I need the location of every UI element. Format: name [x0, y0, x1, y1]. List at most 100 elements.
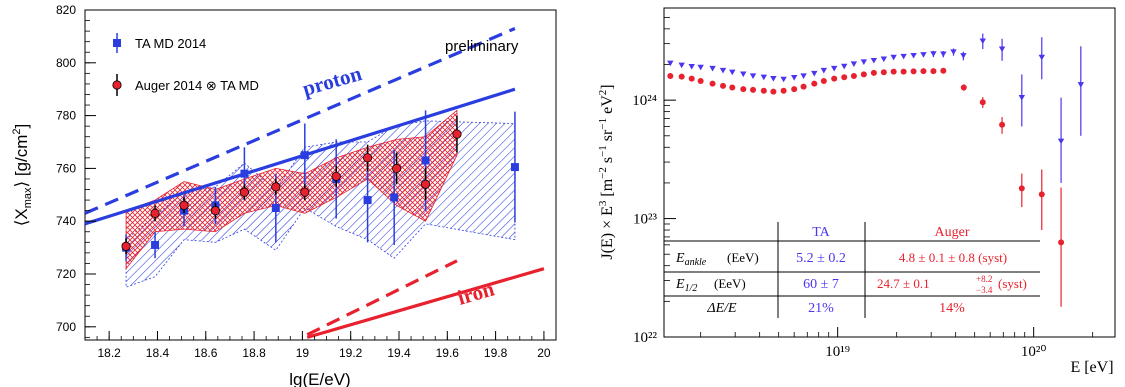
table-cell-ta: 60 ± 7 [803, 277, 839, 292]
y-tick-label: 10²⁴ [632, 93, 657, 109]
y-tick-label: 800 [56, 56, 76, 70]
left-axis-ticks: 18.2 18.4 18.6 18.8 19 19.2 19.4 19.6 19.8 20 700 7… [56, 3, 551, 360]
ta-flux-point [760, 74, 768, 81]
auger-flux-point [740, 86, 747, 93]
legend-label-ta: TA MD 2014 [135, 36, 206, 51]
ta-data-point [363, 157, 372, 243]
ta-flux-point [770, 76, 777, 82]
auger-flux-point [667, 72, 674, 79]
iron-dashed-line [306, 259, 458, 337]
auger-flux-point [850, 72, 857, 79]
ta-flux-point [780, 76, 787, 83]
table-cell-auger: 24.7 ± 0.1 [877, 276, 930, 291]
table-cell-auger-tail: (syst) [998, 276, 1027, 291]
y-tick-label: 700 [56, 320, 76, 334]
ta-flux-point [841, 63, 848, 70]
auger-flux-point [750, 86, 757, 93]
table-cell-auger-sub: −3.4 [976, 285, 993, 295]
legend-marker-ta [113, 33, 121, 53]
ta-flux-point [880, 56, 888, 63]
auger-flux-point [890, 68, 897, 75]
auger-flux-point [688, 75, 695, 82]
x-tick-label: 10²⁰ [1021, 344, 1047, 360]
right-y-axis-title: J(E) × E3 [m−2 s−1 sr−1 eV2] [597, 84, 616, 259]
ta-flux-point [910, 52, 917, 59]
legend-marker-auger [112, 74, 122, 96]
auger-flux-point [930, 68, 937, 75]
proton-dashed-line [85, 27, 516, 215]
y-tick-label: 780 [56, 109, 76, 123]
ta-flux-point [749, 73, 757, 79]
auger-flux-point [831, 75, 838, 82]
auger-flux-point [880, 69, 887, 76]
auger-data-point [150, 205, 160, 222]
table-header-ta: TA [812, 225, 830, 240]
auger-flux-point [860, 71, 867, 78]
table-row-unit: (EeV) [714, 276, 746, 291]
legend-label-auger: Auger 2014 ⊗ TA MD [135, 78, 259, 93]
ta-flux-point [790, 75, 798, 81]
auger-data-point [420, 168, 431, 201]
flux-chart: 10¹⁹ 10²⁰ 10²² 10²³ 10²⁴ TA Auger Eankle (Ee… [597, 7, 1116, 376]
auger-flux-point [1038, 169, 1045, 231]
auger-flux-point [841, 74, 848, 81]
proton-solid-line [85, 87, 516, 226]
auger-data-point [452, 115, 462, 153]
ta-flux-point [1057, 97, 1065, 183]
right-y-axis-title-text: J(E) × E3 [m−2 s−1 sr−1 eV2] [597, 84, 616, 259]
x-tick-label: 19.4 [387, 346, 411, 360]
left-model-lines [85, 27, 545, 339]
auger-data-point [300, 184, 310, 201]
auger-flux-point [910, 68, 917, 75]
table-cell-ta: 21% [808, 301, 834, 316]
ta-flux-point [800, 73, 807, 79]
auger-data-point [210, 202, 221, 219]
table-cell-auger: 4.8 ± 0.1 ± 0.8 (syst) [899, 250, 1007, 265]
ta-flux-point [811, 70, 818, 77]
preliminary-label: preliminary [445, 38, 519, 55]
y-tick-label: 720 [56, 267, 76, 281]
x-tick-label: 19.2 [339, 346, 363, 360]
x-tick-label: 18.8 [242, 346, 266, 360]
ta-flux-point [740, 71, 747, 78]
ankle-table: TA Auger Eankle (EeV) 5.2 ± 0.2 4.8 ± 0.… [664, 222, 1040, 318]
auger-flux-point [960, 84, 967, 91]
xmax-chart: 18.2 18.4 18.6 18.8 19 19.2 19.4 19.6 19.8 20 700 7… [11, 3, 557, 387]
table-cell-auger: 14% [939, 301, 965, 316]
ta-flux-point [697, 64, 704, 71]
left-y-axis-title-text: ⟨Xmax⟩ [g/cm2] [11, 124, 34, 227]
x-tick-label: 18.2 [97, 346, 121, 360]
ta-flux-point [678, 62, 685, 69]
auger-flux-point [820, 78, 827, 85]
ta-flux-point [820, 67, 828, 74]
ta-flux-point [830, 65, 838, 72]
auger-flux-point [729, 84, 736, 91]
ta-flux-point [688, 64, 695, 70]
ta-flux-point [960, 51, 967, 61]
ta-flux-point [719, 67, 727, 74]
y-tick-label: 740 [56, 214, 76, 228]
x-tick-label: 19 [296, 346, 310, 360]
left-x-axis-title: lg(E/eV) [289, 370, 350, 387]
auger-flux-point [720, 82, 727, 89]
x-tick-label: 10¹⁹ [825, 344, 850, 360]
x-tick-label: 18.6 [194, 346, 218, 360]
auger-flux-point [709, 80, 716, 87]
ta-flux-point [667, 60, 674, 67]
auger-data-point [331, 165, 341, 187]
auger-flux-point [979, 97, 986, 108]
ta-flux-point [920, 52, 927, 58]
ta-flux-point [729, 69, 736, 76]
left-data-points [121, 110, 519, 261]
x-tick-label: 18.4 [146, 346, 170, 360]
auger-flux-point [870, 69, 877, 76]
auger-flux-point [780, 87, 787, 94]
auger-data-point [391, 152, 402, 185]
iron-label: iron [455, 276, 497, 309]
y-tick-label: 760 [56, 161, 76, 175]
left-legend: TA MD 2014 Auger 2014 ⊗ TA MD [112, 33, 259, 96]
right-axis-ticks: 10¹⁹ 10²⁰ 10²² 10²³ 10²⁴ [632, 7, 1094, 360]
auger-flux-point [760, 87, 767, 94]
auger-flux-point [900, 68, 907, 75]
